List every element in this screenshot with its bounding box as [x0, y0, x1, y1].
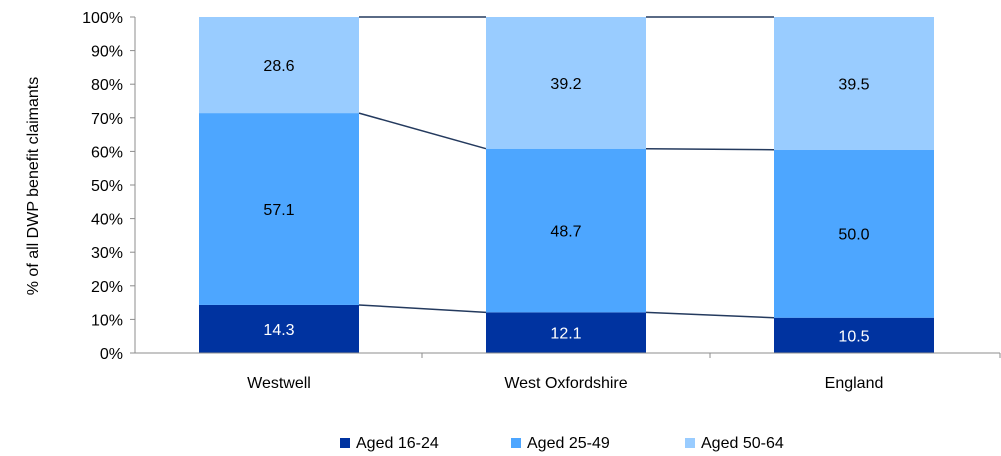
legend-label: Aged 50-64 — [701, 435, 784, 452]
data-label: 12.1 — [550, 326, 581, 343]
series-lines — [358, 16, 775, 319]
series-line — [358, 112, 487, 150]
legend-label: Aged 16-24 — [356, 435, 439, 452]
bar-segment — [199, 17, 359, 114]
y-tick-label: 0% — [100, 346, 123, 363]
bars — [199, 17, 934, 353]
series-line — [358, 304, 487, 314]
series-line — [645, 147, 775, 151]
data-label: 48.7 — [550, 224, 581, 241]
y-axis-title: % of all DWP benefit claimants — [25, 77, 42, 295]
bar-segment — [199, 113, 359, 305]
x-tick-label: England — [825, 375, 884, 392]
y-tick-label: 30% — [91, 245, 123, 262]
y-tick-label: 60% — [91, 144, 123, 161]
data-label: 28.6 — [263, 58, 294, 75]
legend-swatch — [340, 438, 350, 448]
bar-segment — [774, 317, 934, 353]
y-tick-label: 100% — [82, 10, 123, 27]
legend-label: Aged 25-49 — [527, 435, 610, 452]
legend: Aged 16-24 Aged 25-49 Aged 50-64 — [340, 435, 784, 452]
data-label: 50.0 — [838, 227, 869, 244]
bar-segment — [199, 304, 359, 353]
data-label: 14.3 — [263, 322, 294, 339]
data-label: 39.5 — [838, 76, 869, 93]
data-label: 10.5 — [838, 328, 869, 345]
y-tick-label: 70% — [91, 111, 123, 128]
y-tick-label: 20% — [91, 279, 123, 296]
bar-segment — [486, 312, 646, 353]
bar-segment — [486, 17, 646, 149]
y-tick-label: 90% — [91, 44, 123, 61]
y-tick-label: 80% — [91, 77, 123, 94]
series-line — [645, 311, 775, 319]
y-tick-label: 10% — [91, 312, 123, 329]
legend-swatch — [511, 438, 521, 448]
x-tick-label: West Oxfordshire — [504, 375, 627, 392]
data-label: 57.1 — [263, 202, 294, 219]
legend-swatch — [685, 438, 695, 448]
axes: 0% 10% 20% 30% 40% 50% 60% 70% 80% 90% 100% Westwel… — [82, 10, 1001, 392]
data-labels: 14.3 12.1 10.5 57.1 48.7 50.0 28.6 39.2 39.5 — [263, 58, 869, 345]
y-tick-label: 40% — [91, 212, 123, 229]
bar-segment — [774, 17, 934, 150]
y-axis-label: % of all DWP benefit claimants — [25, 77, 42, 295]
y-tick-label: 50% — [91, 178, 123, 195]
bar-segment — [486, 148, 646, 313]
data-label: 39.2 — [550, 76, 581, 93]
x-tick-label: Westwell — [247, 375, 311, 392]
bar-segment — [774, 149, 934, 318]
